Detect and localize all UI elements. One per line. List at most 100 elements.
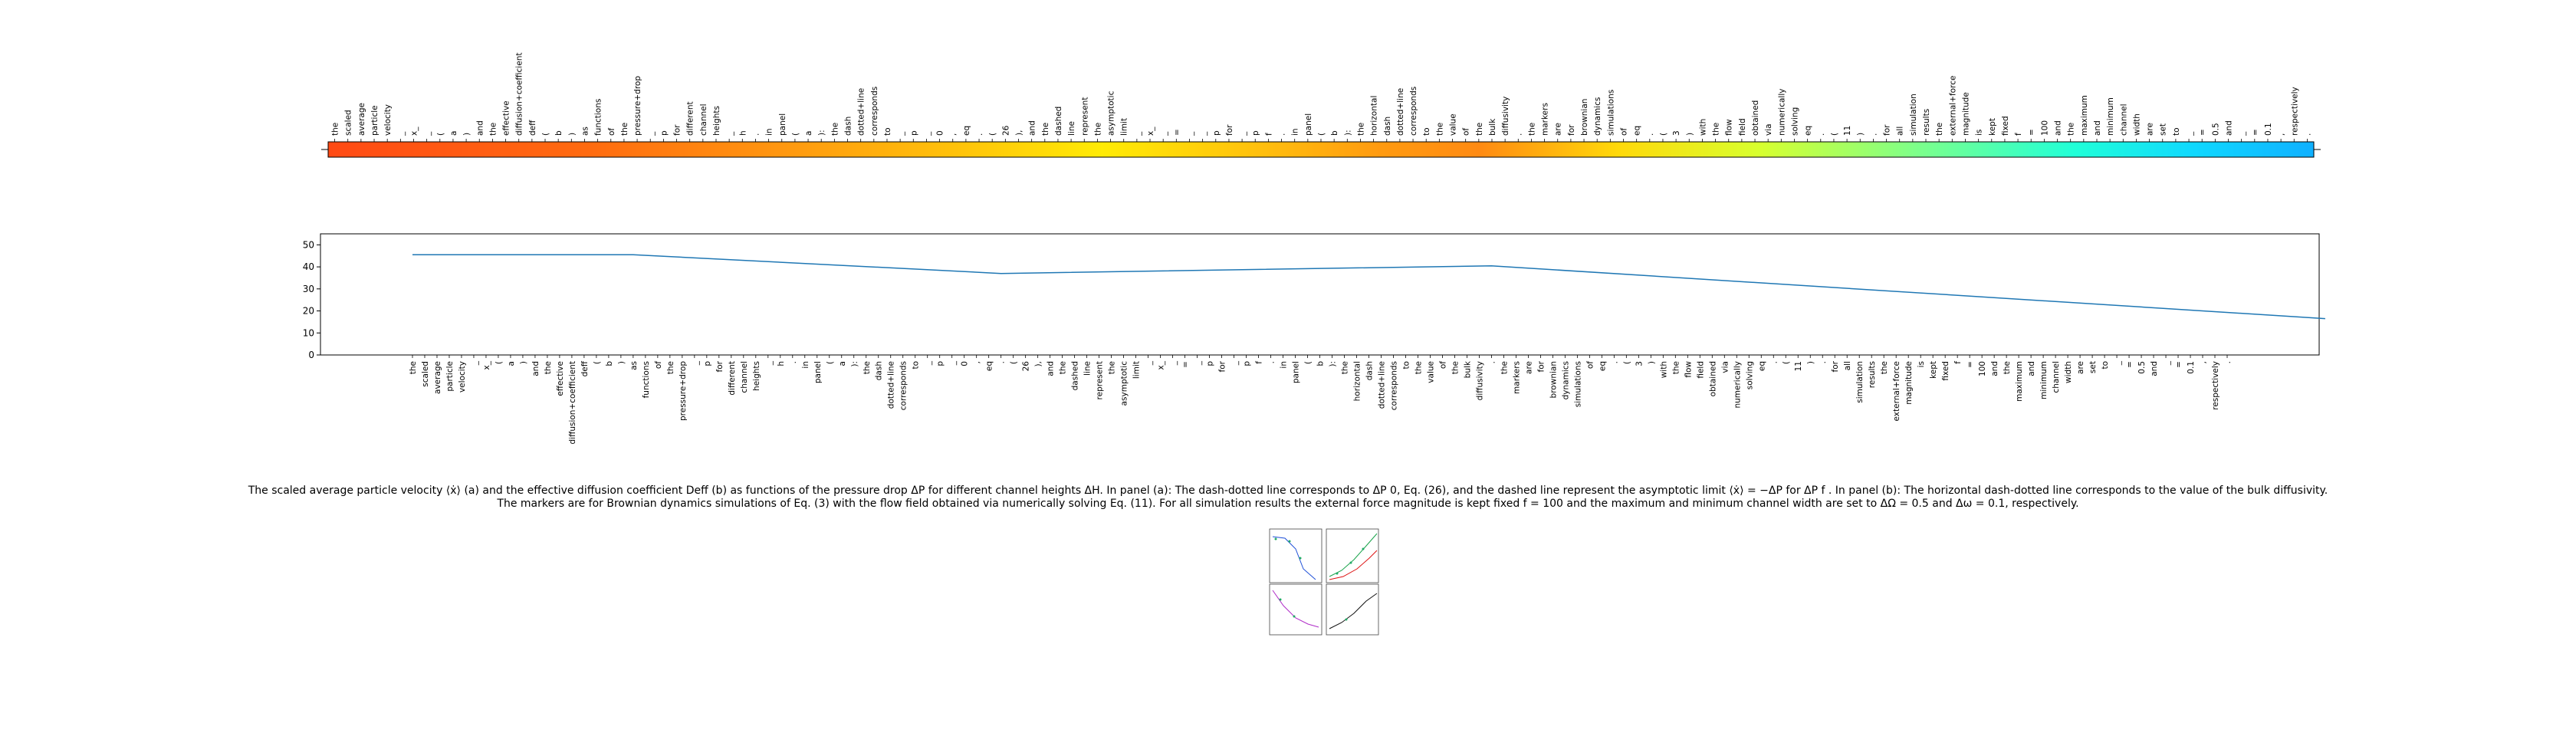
x-tick-label: numerically bbox=[1733, 361, 1742, 409]
x-tick-label: _ bbox=[1230, 360, 1240, 366]
colorbar-tick-label: via bbox=[1764, 123, 1773, 136]
x-tick-label: solving bbox=[1745, 361, 1754, 389]
colorbar-tick-label: . bbox=[1514, 133, 1523, 136]
colorbar-tick-label: dash bbox=[844, 117, 853, 136]
x-tick-label: to bbox=[1401, 361, 1411, 370]
x-tick-label: scaled bbox=[421, 361, 430, 387]
x-tick-label: all bbox=[1843, 361, 1852, 370]
colorbar-tick-label: dynamics bbox=[1593, 97, 1602, 136]
colorbar-tick-label: _ bbox=[2238, 131, 2247, 136]
colorbar-tick-label: corresponds bbox=[870, 87, 879, 136]
figure-thumbnail bbox=[1267, 525, 1383, 640]
colorbar-tick-label: obtained bbox=[1751, 100, 1760, 136]
thumbnail-subplot-c bbox=[1269, 583, 1322, 636]
x-tick-label: to bbox=[912, 361, 921, 370]
colorbar-tick-label: _ bbox=[396, 131, 406, 136]
y-tick-label: 20 bbox=[303, 306, 314, 317]
colorbar-tick-label: as bbox=[580, 127, 590, 136]
x-tick-label: ( bbox=[1782, 361, 1791, 364]
colorbar-tick-label: b bbox=[554, 130, 564, 136]
x-tick-label: a bbox=[838, 361, 847, 366]
x-tick-label: and bbox=[1046, 361, 1056, 376]
colorbar-tick-label: the bbox=[1356, 123, 1365, 136]
colorbar-tick-label: of bbox=[1462, 128, 1471, 136]
colorbar-tick-label: ( bbox=[988, 133, 997, 136]
colorbar-tick-label: ) bbox=[567, 133, 577, 136]
y-tick-label: 40 bbox=[303, 261, 314, 272]
x-tick-label: width bbox=[2064, 361, 2073, 383]
x-tick-label: as bbox=[629, 361, 639, 370]
x-tick-label: 3 bbox=[1635, 361, 1644, 366]
colorbar-tick-label: represent bbox=[1080, 97, 1089, 136]
x-tick-label: heights bbox=[752, 361, 761, 391]
colorbar-tick-label: x_ bbox=[1146, 127, 1155, 136]
x-tick-label: , bbox=[973, 361, 982, 363]
colorbar-tick-label: eq bbox=[1804, 126, 1813, 136]
x-tick-label: _ bbox=[1145, 360, 1154, 366]
colorbar-tick-label: the bbox=[1712, 123, 1721, 136]
x-tick-label: 100 bbox=[1978, 361, 1987, 376]
colorbar-tick-label: = bbox=[2251, 129, 2260, 136]
x-tick-label: f bbox=[1953, 361, 1963, 364]
colorbar-tick-label: channel bbox=[2119, 104, 2128, 136]
x-tick-label: b bbox=[605, 361, 614, 366]
colorbar-tick-label: the bbox=[1935, 123, 1944, 136]
x-tick-label: = bbox=[2125, 361, 2134, 368]
x-tick-label: . bbox=[1487, 361, 1497, 363]
colorbar-tick-label: fixed bbox=[2001, 116, 2010, 136]
x-tick-label: 11 bbox=[1794, 361, 1803, 371]
colorbar-tick-label: the bbox=[1527, 123, 1536, 136]
x-tick-label: . bbox=[1610, 361, 1619, 363]
colorbar-tick-label: external+force bbox=[1948, 76, 1957, 136]
colorbar-tick-label: the bbox=[1435, 123, 1444, 136]
colorbar-tick-label: results bbox=[1922, 109, 1931, 136]
colorbar-tick-label: the bbox=[830, 123, 840, 136]
x-tick-label: respectively bbox=[2211, 361, 2220, 410]
x-tick-label: ): bbox=[850, 361, 859, 367]
x-tick-label: of bbox=[1438, 361, 1447, 369]
x-tick-label: ) bbox=[519, 361, 528, 364]
x-tick-label: bulk bbox=[1463, 360, 1472, 378]
colorbar-tick-label: the bbox=[1093, 123, 1102, 136]
x-tick-label: channel bbox=[2052, 361, 2061, 393]
x-tick-label: p bbox=[1243, 361, 1252, 366]
x-tick-label: for bbox=[1536, 360, 1546, 372]
colorbar-tick-label: of bbox=[1620, 128, 1629, 136]
x-tick-label: 0 bbox=[961, 361, 970, 366]
x-tick-label: and bbox=[531, 361, 540, 376]
colorbar-tick-label: diffusion+coefficient bbox=[515, 53, 524, 136]
colorbar-tick-label: corresponds bbox=[1409, 87, 1418, 136]
colorbar-tick-label: scaled bbox=[344, 110, 353, 136]
x-tick-label: dash bbox=[875, 361, 884, 380]
colorbar-tick-label: a bbox=[449, 131, 458, 136]
x-tick-label: different bbox=[728, 361, 737, 396]
colorbar-tick-label: to bbox=[883, 127, 892, 136]
x-tick-label: . bbox=[1769, 361, 1779, 363]
colorbar-tick-label: ( bbox=[541, 133, 550, 136]
x-tick-label: dotted+line bbox=[1377, 361, 1386, 409]
x-tick-label: the bbox=[1880, 361, 1889, 374]
colorbar-tick-label: ) bbox=[1856, 133, 1865, 136]
y-tick-label: 0 bbox=[308, 350, 314, 360]
colorbar-tick-label: . bbox=[1869, 133, 1878, 136]
x-tick-label: 0.1 bbox=[2187, 361, 2196, 374]
x-tick-label: ( bbox=[1304, 361, 1313, 364]
thumbnail-curve-3 bbox=[1329, 550, 1378, 580]
x-tick-label: velocity bbox=[458, 361, 467, 393]
x-tick-label: 26 bbox=[1022, 361, 1031, 372]
x-tick-label: x_ bbox=[482, 360, 491, 370]
x-tick-label: eq bbox=[985, 361, 994, 371]
x-tick-label: _ bbox=[2113, 360, 2122, 366]
x-tick-label: the bbox=[1108, 361, 1117, 374]
colorbar-tick-label: are bbox=[1554, 123, 1563, 136]
colorbar-tick-label: _ bbox=[423, 131, 432, 136]
colorbar-tick-label: 3 bbox=[1672, 130, 1681, 136]
thumbnail-curve-5 bbox=[1329, 593, 1378, 629]
colorbar-tick-label: _ bbox=[1238, 131, 1247, 136]
x-tick-label: ( bbox=[495, 361, 504, 364]
x-tick-label: _ bbox=[470, 360, 479, 366]
x-tick-label: ( bbox=[1622, 361, 1631, 364]
x-tick-label: = bbox=[2174, 361, 2183, 368]
y-tick-label: 30 bbox=[303, 284, 314, 294]
x-tick-label: ) bbox=[1647, 361, 1656, 364]
